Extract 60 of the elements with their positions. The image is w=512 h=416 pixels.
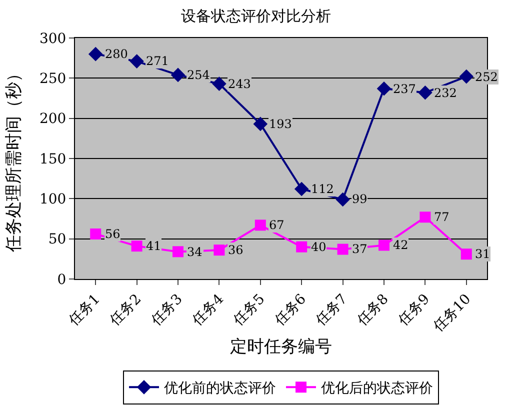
y-tick-label: 50 (48, 232, 66, 248)
y-tick-label: 150 (39, 151, 66, 168)
point (214, 244, 225, 256)
x-tick-label: 任务8 (354, 291, 392, 330)
data-label: 237 (393, 82, 416, 96)
data-label: 232 (434, 86, 457, 100)
x-tick-label: 任务5 (230, 291, 268, 330)
data-label: 193 (269, 117, 292, 131)
point (170, 68, 186, 82)
data-label: 31 (475, 247, 490, 261)
point (212, 76, 226, 91)
x-tick-label: 任务1 (65, 291, 104, 330)
x-tick-label: 任务7 (312, 291, 351, 330)
y-tick-label: 100 (39, 192, 66, 208)
data-label: 34 (187, 245, 203, 259)
legend-label: 优化后的状态评价 (321, 380, 433, 397)
data-label: 36 (228, 243, 244, 257)
data-label: 67 (269, 218, 284, 232)
point (296, 241, 308, 252)
point (336, 192, 350, 207)
point (131, 240, 142, 252)
point (459, 69, 474, 84)
x-tick-label: 任务2 (106, 291, 145, 330)
y-axis-title: 任务处理所需时间（秒） (4, 65, 24, 253)
y-tick-label: 200 (39, 111, 66, 128)
point (337, 244, 348, 255)
data-label: 280 (105, 47, 128, 61)
data-label: 41 (146, 239, 162, 253)
data-label: 112 (311, 182, 334, 196)
point (130, 54, 144, 68)
data-label: 40 (311, 240, 326, 254)
point (376, 81, 392, 96)
point (254, 220, 266, 231)
point (253, 116, 268, 132)
data-label: 252 (475, 70, 498, 84)
x-tick-label: 任务4 (188, 291, 228, 330)
data-label: 42 (393, 238, 408, 252)
point (172, 246, 184, 258)
data-label: 243 (228, 77, 251, 91)
data-label: 37 (352, 242, 368, 256)
point (460, 248, 472, 260)
y-tick-label: 250 (39, 71, 66, 88)
point (90, 228, 102, 240)
point (420, 212, 431, 223)
data-label: 271 (146, 54, 169, 68)
x-tick-label: 任务6 (271, 291, 310, 330)
x-tick-label: 任务3 (148, 291, 186, 330)
y-tick-label: 300 (39, 30, 66, 47)
data-label: 254 (187, 68, 210, 82)
x-axis-title: 定时任务编号 (230, 337, 332, 358)
point (378, 240, 390, 251)
chart-title: 设备状态评价对比分析 (181, 6, 331, 25)
data-label: 77 (434, 210, 450, 224)
point (88, 46, 103, 62)
data-label: 99 (352, 192, 368, 206)
y-tick-label: 0 (57, 272, 66, 288)
legend-label: 优化前的状态评价 (164, 380, 276, 397)
data-label: 56 (105, 227, 120, 241)
point (418, 85, 432, 100)
point (294, 182, 309, 196)
